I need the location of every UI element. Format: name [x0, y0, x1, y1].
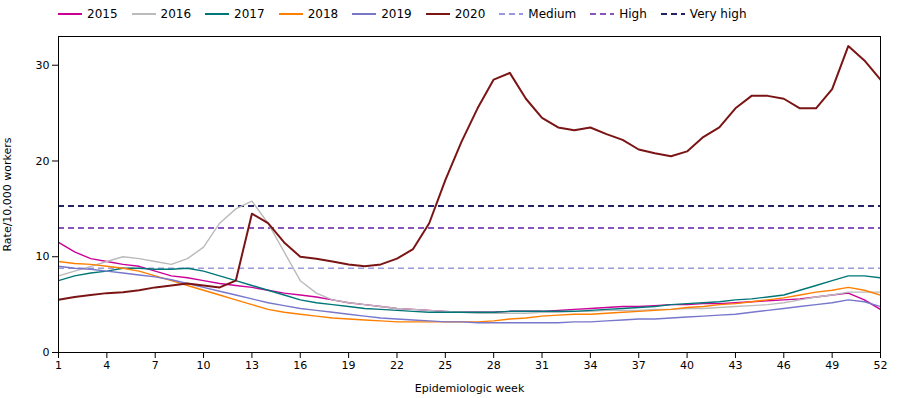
svg-text:1: 1 [55, 359, 62, 372]
svg-text:30: 30 [36, 59, 50, 72]
html-text:Very high: Very high [689, 7, 747, 21]
svg-text:34: 34 [583, 359, 597, 372]
html-text:2015: 2015 [87, 7, 118, 21]
html-text:2020: 2020 [454, 7, 486, 21]
svg-text:13: 13 [245, 359, 259, 372]
html-text:2018: 2018 [307, 7, 339, 21]
svg-text:31: 31 [535, 359, 549, 372]
svg-text:7: 7 [152, 359, 159, 372]
svg-text:40: 40 [680, 359, 694, 372]
svg-text:16: 16 [293, 359, 307, 372]
svg-text:Rate/10,000 workers: Rate/10,000 workers [1, 137, 14, 251]
html-text:High: High [619, 7, 647, 21]
svg-text:25: 25 [438, 359, 452, 372]
svg-text:52: 52 [874, 359, 888, 372]
html-text:2016: 2016 [160, 7, 192, 21]
html-text:2019: 2019 [381, 7, 412, 21]
svg-text:10: 10 [36, 250, 50, 263]
svg-text:19: 19 [342, 359, 356, 372]
svg-text:10: 10 [197, 359, 211, 372]
svg-text:Epidemiologic week: Epidemiologic week [415, 382, 525, 395]
html-text:2017: 2017 [234, 7, 265, 21]
svg-text:43: 43 [728, 359, 742, 372]
html-text:Medium: Medium [528, 7, 577, 21]
svg-text:20: 20 [36, 155, 50, 168]
svg-text:4: 4 [103, 359, 110, 372]
svg-text:49: 49 [825, 359, 839, 372]
svg-text:37: 37 [632, 359, 646, 372]
svg-text:22: 22 [390, 359, 404, 372]
svg-text:28: 28 [487, 359, 501, 372]
svg-text:0: 0 [43, 346, 50, 359]
svg-text:46: 46 [777, 359, 791, 372]
